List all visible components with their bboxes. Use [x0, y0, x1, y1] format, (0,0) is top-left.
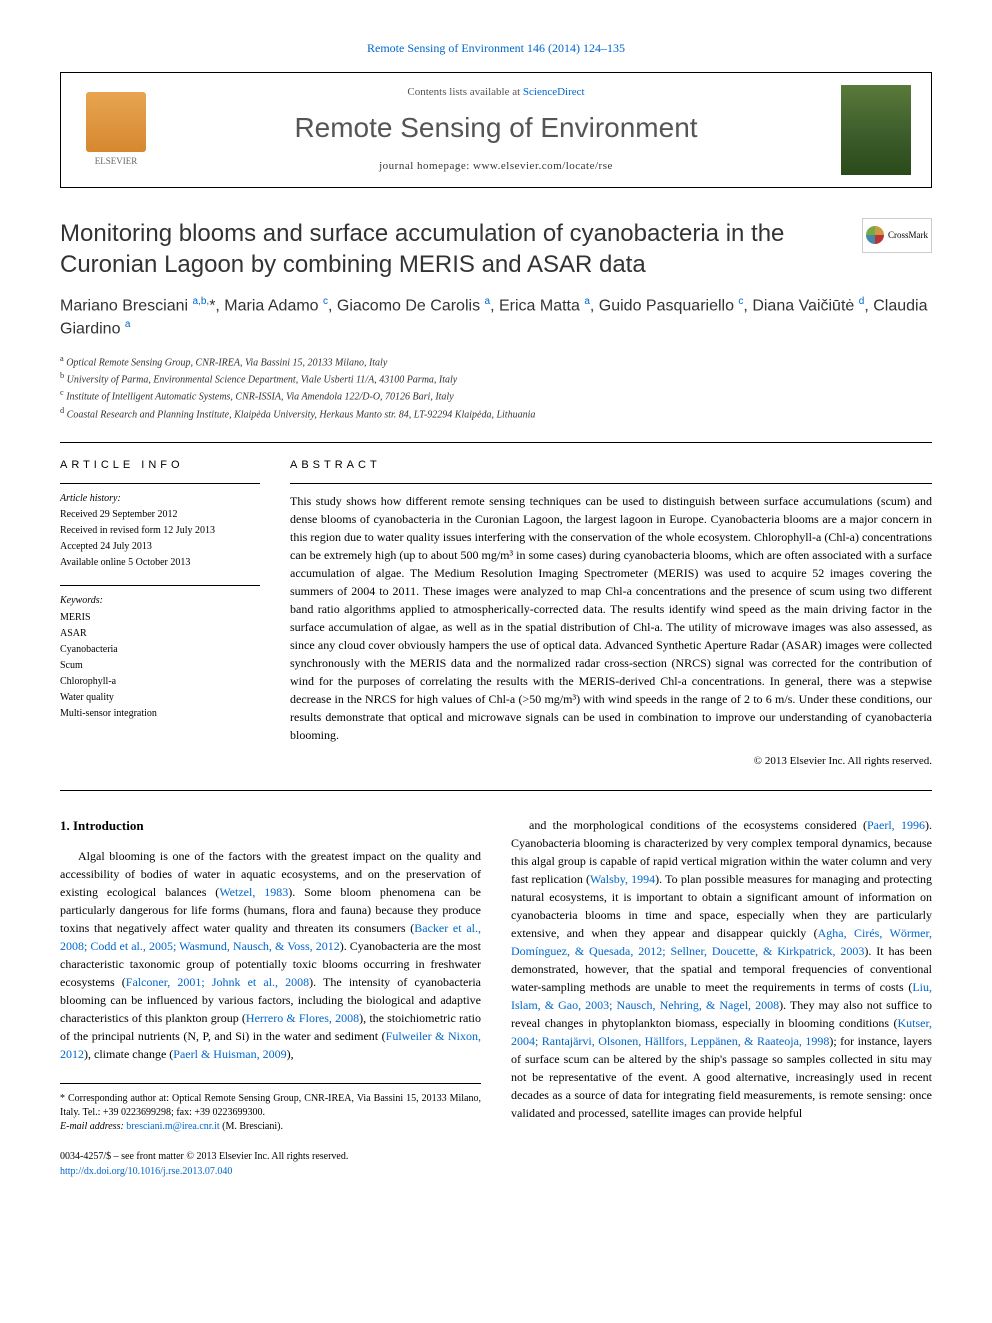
elsevier-label: ELSEVIER	[95, 155, 138, 168]
history-item: Received in revised form 12 July 2013	[60, 524, 260, 538]
affiliations-list: a Optical Remote Sensing Group, CNR-IREA…	[60, 353, 932, 422]
email-label: E-mail address:	[60, 1121, 126, 1132]
keyword-item: Water quality	[60, 691, 260, 705]
affiliation-item: d Coastal Research and Planning Institut…	[60, 405, 932, 422]
keyword-item: Multi-sensor integration	[60, 707, 260, 721]
affiliation-item: a Optical Remote Sensing Group, CNR-IREA…	[60, 353, 932, 370]
article-title: Monitoring blooms and surface accumulati…	[60, 218, 842, 280]
history-label: Article history:	[60, 492, 260, 506]
corresponding-text: * Corresponding author at: Optical Remot…	[60, 1092, 481, 1120]
divider	[290, 483, 932, 484]
keyword-item: Cyanobacteria	[60, 643, 260, 657]
footer-bottom: 0034-4257/$ – see front matter © 2013 El…	[60, 1149, 481, 1179]
abstract-text: This study shows how different remote se…	[290, 492, 932, 744]
issn-line: 0034-4257/$ – see front matter © 2013 El…	[60, 1149, 481, 1164]
divider	[60, 442, 932, 443]
header-center: Contents lists available at ScienceDirec…	[171, 85, 821, 175]
body-column-right: and the morphological conditions of the …	[511, 816, 932, 1180]
section-heading: 1. Introduction	[60, 816, 481, 836]
author-email[interactable]: bresciani.m@irea.cnr.it	[126, 1121, 219, 1132]
abstract-section: ABSTRACT This study shows how different …	[290, 458, 932, 770]
body-column-left: 1. Introduction Algal blooming is one of…	[60, 816, 481, 1180]
article-info-heading: ARTICLE INFO	[60, 458, 260, 473]
keyword-item: MERIS	[60, 611, 260, 625]
email-suffix: (M. Bresciani).	[220, 1121, 283, 1132]
journal-header: ELSEVIER Contents lists available at Sci…	[60, 72, 932, 188]
keyword-item: ASAR	[60, 627, 260, 641]
article-info-sidebar: ARTICLE INFO Article history: Received 2…	[60, 458, 260, 770]
keyword-item: Chlorophyll-a	[60, 675, 260, 689]
divider	[60, 483, 260, 484]
crossmark-label: CrossMark	[888, 229, 928, 242]
authors-list: Mariano Bresciani a,b,*, Maria Adamo c, …	[60, 295, 932, 340]
homepage-url[interactable]: www.elsevier.com/locate/rse	[473, 160, 613, 172]
journal-cover-thumbnail	[841, 85, 911, 175]
history-item: Accepted 24 July 2013	[60, 540, 260, 554]
affiliation-item: c Institute of Intelligent Automatic Sys…	[60, 387, 932, 404]
divider	[60, 790, 932, 791]
history-item: Received 29 September 2012	[60, 508, 260, 522]
history-item: Available online 5 October 2013	[60, 556, 260, 570]
abstract-copyright: © 2013 Elsevier Inc. All rights reserved…	[290, 754, 932, 769]
abstract-heading: ABSTRACT	[290, 458, 932, 473]
body-paragraph: Algal blooming is one of the factors wit…	[60, 847, 481, 1063]
body-paragraph: and the morphological conditions of the …	[511, 816, 932, 1122]
contents-text: Contents lists available at	[407, 86, 522, 98]
elsevier-logo: ELSEVIER	[81, 90, 151, 170]
journal-citation[interactable]: Remote Sensing of Environment 146 (2014)…	[60, 40, 932, 57]
elsevier-tree-icon	[86, 92, 146, 152]
corresponding-author-note: * Corresponding author at: Optical Remot…	[60, 1083, 481, 1134]
journal-name: Remote Sensing of Environment	[171, 108, 821, 147]
contents-line: Contents lists available at ScienceDirec…	[171, 85, 821, 100]
affiliation-item: b University of Parma, Environmental Sci…	[60, 370, 932, 387]
sciencedirect-link[interactable]: ScienceDirect	[523, 86, 585, 98]
crossmark-badge[interactable]: CrossMark	[862, 218, 932, 253]
keyword-item: Scum	[60, 659, 260, 673]
crossmark-icon	[866, 226, 884, 244]
homepage-label: journal homepage:	[379, 160, 473, 172]
homepage-line: journal homepage: www.elsevier.com/locat…	[171, 159, 821, 174]
doi-link[interactable]: http://dx.doi.org/10.1016/j.rse.2013.07.…	[60, 1164, 481, 1179]
keywords-label: Keywords:	[60, 594, 260, 608]
